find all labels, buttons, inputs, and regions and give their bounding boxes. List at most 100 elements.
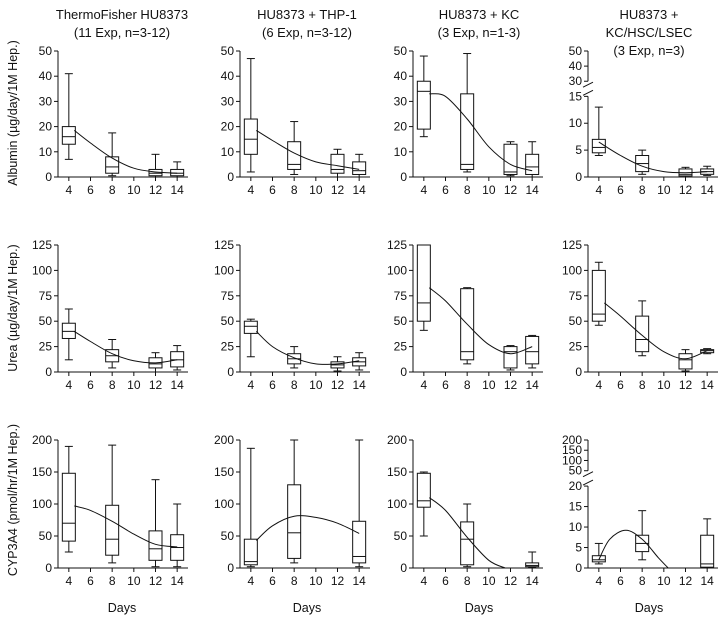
- x-tick-label: 10: [127, 574, 141, 588]
- x-tick-label: 8: [109, 378, 116, 392]
- x-tick-label: 14: [700, 183, 714, 197]
- x-tick-label: 6: [269, 378, 276, 392]
- x-tick-label: 6: [617, 574, 624, 588]
- x-tick-label: 4: [595, 378, 602, 392]
- x-tick-label: 4: [420, 378, 427, 392]
- x-tick-label: 12: [149, 378, 163, 392]
- y-tick-label: 5: [575, 541, 582, 555]
- box-day-4: [591, 542, 606, 565]
- x-tick-label: 12: [504, 183, 518, 197]
- x-tick-label: 12: [679, 574, 693, 588]
- x-tick-label: 6: [87, 378, 94, 392]
- x-tick-label: 8: [109, 183, 116, 197]
- box-day-8: [460, 53, 475, 173]
- x-tick-label: 8: [639, 378, 646, 392]
- y-tick-label: 50: [221, 314, 235, 328]
- y-tick-label: 30: [394, 94, 408, 108]
- box-iqr: [591, 269, 606, 322]
- x-tick-label: 10: [127, 378, 141, 392]
- y-tick-label: 75: [569, 289, 583, 303]
- y-tick-label: 50: [569, 314, 583, 328]
- x-tick-label: 12: [331, 183, 345, 197]
- x-tick-label: 14: [170, 378, 184, 392]
- y-tick-label: 0: [45, 365, 52, 379]
- x-axis-label-col-4: Days: [635, 601, 663, 615]
- box-iqr: [105, 504, 120, 556]
- x-tick-label: 4: [65, 378, 72, 392]
- box-day-12: [503, 141, 518, 177]
- box-iqr: [170, 351, 185, 368]
- x-tick-label: 12: [504, 378, 518, 392]
- y-tick-label: 125: [387, 238, 407, 252]
- y-tick-label: 75: [221, 289, 235, 303]
- box-iqr: [525, 335, 540, 365]
- x-tick-label: 4: [595, 183, 602, 197]
- y-tick-label: 50: [569, 464, 583, 478]
- x-tick-label: 8: [291, 574, 298, 588]
- y-tick-label: 20: [39, 120, 53, 134]
- x-tick-label: 10: [309, 574, 323, 588]
- panel-albumin-thp1: 0 10 20 30 40 50 4 6 8 10 12 14: [221, 44, 370, 197]
- y-tick-label: 75: [394, 289, 408, 303]
- y-tick-label: 0: [227, 561, 234, 575]
- x-tick-label: 10: [482, 378, 496, 392]
- box-day-8: [460, 503, 475, 568]
- y-tick-label: 25: [569, 340, 583, 354]
- box-day-4: [243, 58, 258, 173]
- box-iqr: [61, 126, 76, 145]
- x-tick-label: 14: [525, 378, 539, 392]
- axis-break-mark: [582, 81, 594, 88]
- box-day-12: [503, 345, 518, 371]
- box-day-4: [591, 106, 606, 156]
- x-tick-label: 10: [482, 183, 496, 197]
- column-title-4-line-1: HU8373 +: [620, 7, 679, 22]
- box-day-14: [170, 345, 185, 371]
- panel-urea-kc: 0 25 50 75 100 125 4 6 8 10 12 14: [387, 238, 543, 392]
- row-ylabel-albumin: Albumin (µg/day/1M Hep.): [6, 40, 20, 185]
- box-day-8: [105, 338, 120, 369]
- x-tick-label: 6: [269, 183, 276, 197]
- trend-curve: [73, 130, 178, 174]
- y-tick-label: 50: [39, 314, 53, 328]
- trend-curve: [598, 529, 669, 569]
- y-tick-label: 150: [387, 465, 407, 479]
- y-tick-label: 100: [214, 497, 234, 511]
- y-tick-label: 10: [39, 145, 53, 159]
- y-tick-label: 40: [221, 69, 235, 83]
- y-tick-label: 0: [400, 365, 407, 379]
- y-tick-label: 50: [394, 529, 408, 543]
- y-tick-label: 0: [400, 561, 407, 575]
- box-iqr: [700, 534, 715, 568]
- trend-curve: [429, 93, 533, 172]
- y-tick-label: 50: [39, 44, 53, 58]
- column-title-2: HU8373 + THP-1 (6 Exp, n=3-12): [257, 7, 357, 40]
- trend-curve: [603, 302, 708, 360]
- column-title-2-line-2: (6 Exp, n=3-12): [262, 25, 352, 40]
- x-tick-label: 4: [595, 574, 602, 588]
- x-tick-label: 4: [65, 183, 72, 197]
- x-tick-label: 8: [109, 574, 116, 588]
- box-iqr: [503, 143, 518, 175]
- y-tick-label: 100: [214, 263, 234, 277]
- x-tick-label: 4: [247, 574, 254, 588]
- x-tick-label: 14: [700, 574, 714, 588]
- y-tick-label: 50: [39, 529, 53, 543]
- box-day-14: [352, 153, 367, 178]
- box-iqr: [243, 118, 258, 155]
- x-tick-label: 6: [617, 183, 624, 197]
- box-day-14: [700, 518, 715, 569]
- trend-curve: [598, 141, 708, 174]
- box-day-4: [61, 308, 76, 361]
- y-tick-label: 0: [575, 561, 582, 575]
- y-tick-label: 150: [214, 465, 234, 479]
- y-tick-label: 15: [569, 89, 583, 103]
- y-tick-label: 200: [387, 433, 407, 447]
- box-day-14: [525, 551, 540, 568]
- box-day-4: [416, 244, 431, 331]
- x-tick-label: 4: [247, 183, 254, 197]
- x-tick-label: 8: [291, 378, 298, 392]
- y-tick-label: 20: [569, 479, 583, 493]
